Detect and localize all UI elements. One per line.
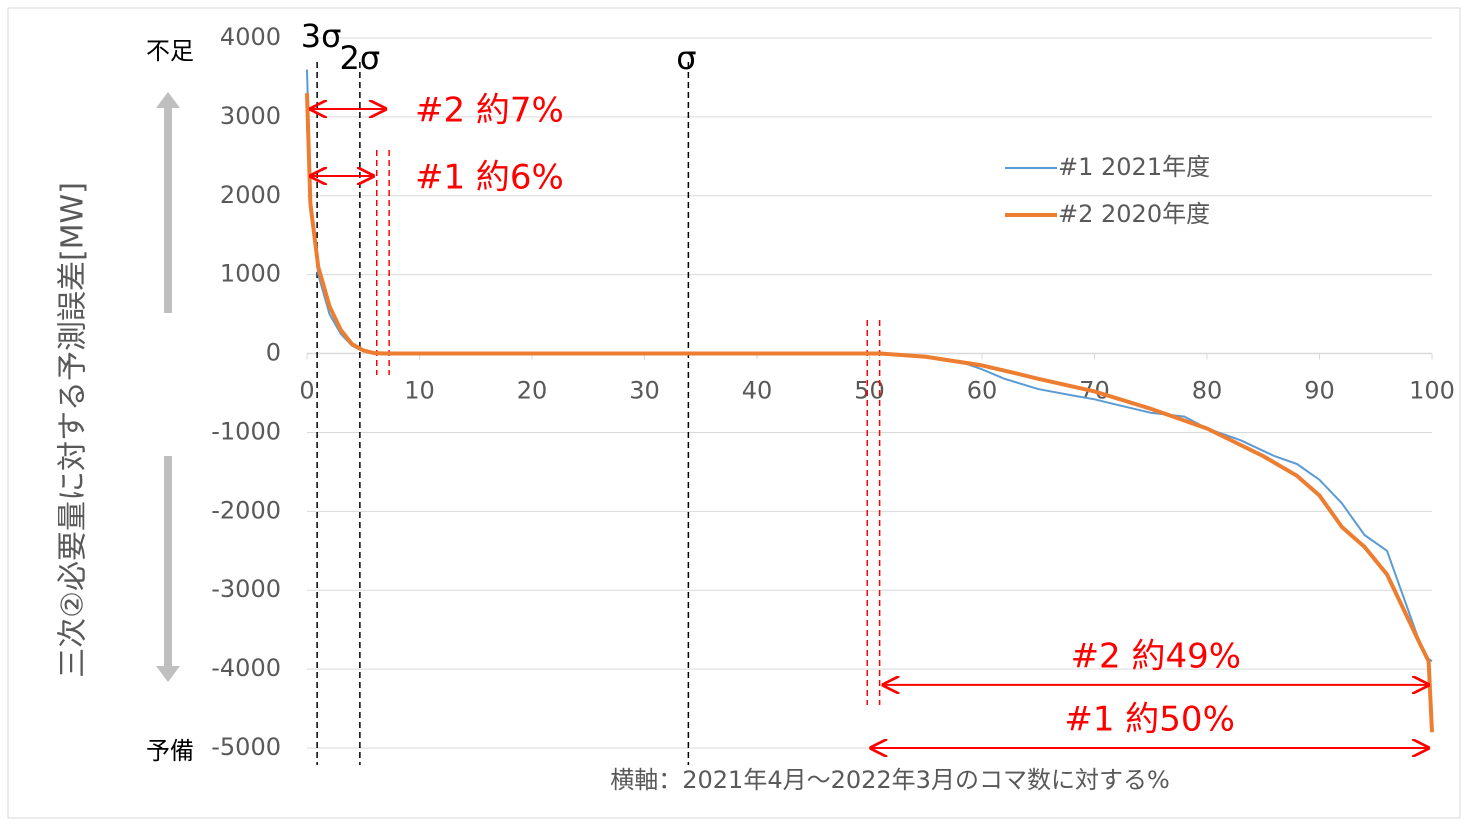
y-tick-label: -3000 xyxy=(211,575,281,603)
down-arrow xyxy=(156,456,180,682)
y-tick-label: 0 xyxy=(266,339,281,367)
x-axis-title: 横軸：2021年4月～2022年3月のコマ数に対する% xyxy=(610,766,1170,794)
x-tick-label: 30 xyxy=(629,377,660,405)
frame xyxy=(7,7,1461,819)
annotation-label: #1 約6% xyxy=(415,158,564,198)
y-tick-label: -4000 xyxy=(211,654,281,682)
x-tick-label: 40 xyxy=(742,377,773,405)
annotation-label: #2 約7% xyxy=(415,91,564,131)
annotation-label: #1 約50% xyxy=(1064,700,1235,740)
x-tick-label: 0 xyxy=(299,377,314,405)
y-tick-label: -1000 xyxy=(211,417,281,445)
legend-label: #1 2021年度 xyxy=(1058,153,1210,181)
y-tick-label: -2000 xyxy=(211,496,281,524)
up-arrow xyxy=(156,92,180,313)
reference-label: 3σ xyxy=(301,17,342,55)
reference-label: σ xyxy=(676,39,696,77)
y-tick-label: -5000 xyxy=(211,733,281,761)
y-top-note: 不足 xyxy=(146,37,194,65)
y-tick-label: 4000 xyxy=(220,23,281,51)
x-tick-label: 80 xyxy=(1192,377,1223,405)
annotation-label: #2 約49% xyxy=(1071,636,1242,676)
x-tick-label: 90 xyxy=(1304,377,1335,405)
x-tick-label: 60 xyxy=(967,377,998,405)
legend-label: #2 2020年度 xyxy=(1058,200,1210,228)
y-bottom-note: 予備 xyxy=(146,737,194,765)
x-tick-label: 10 xyxy=(404,377,435,405)
x-tick-label: 100 xyxy=(1409,377,1455,405)
x-tick-label: 20 xyxy=(517,377,548,405)
y-tick-label: 1000 xyxy=(220,260,281,288)
y-axis-title: 三次②必要量に対する予測誤差[MW] xyxy=(56,182,91,678)
series-line xyxy=(305,93,1434,733)
y-tick-label: 3000 xyxy=(220,102,281,130)
reference-label: 2σ xyxy=(340,39,381,77)
y-tick-label: 2000 xyxy=(220,181,281,209)
